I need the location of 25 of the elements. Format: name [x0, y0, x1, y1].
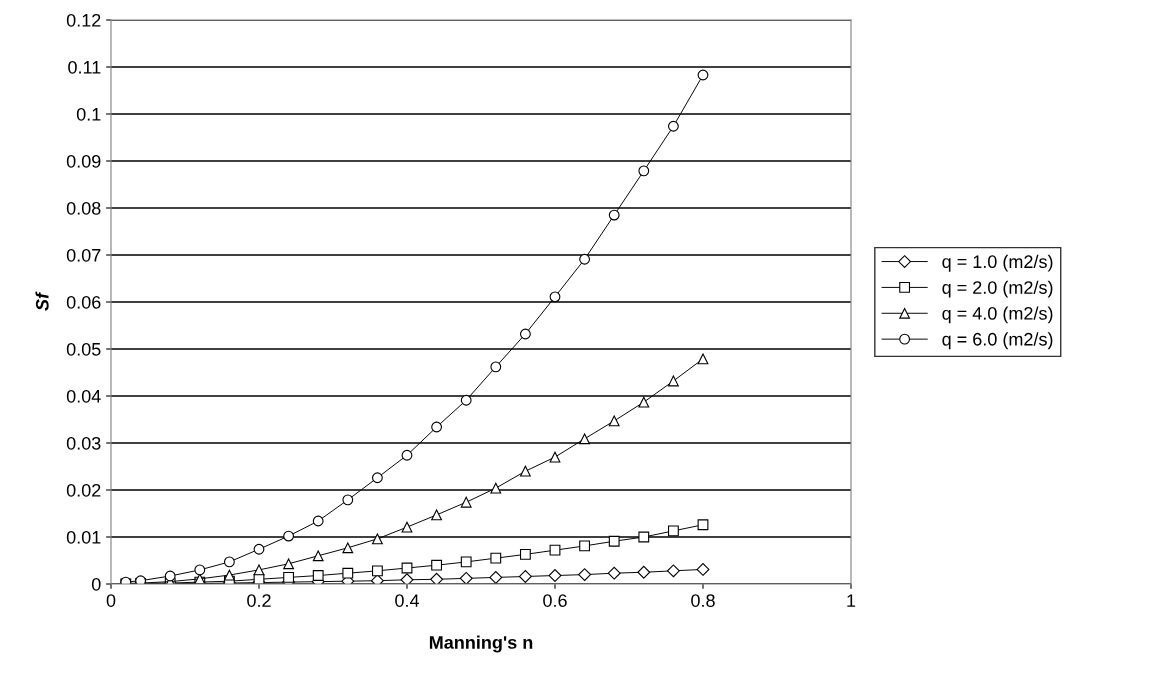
legend-label: q = 2.0 (m2/s) [942, 280, 1053, 298]
y-tick-label: 0.02 [66, 483, 101, 497]
y-tick-label: 0.01 [66, 530, 101, 544]
y-tick-label: 0 [91, 577, 101, 591]
x-axis-title: Manning's n [429, 635, 533, 653]
y-tick-label: 0.09 [66, 154, 101, 168]
x-tick-label: 0.8 [691, 594, 715, 607]
x-tick-label: 1 [847, 594, 856, 607]
y-axis-title: Sf [35, 291, 49, 311]
y-tick-label: 0.11 [68, 60, 101, 74]
legend-label: q = 4.0 (m2/s) [942, 306, 1053, 324]
y-tick-label: 0.1 [76, 107, 101, 121]
x-tick-label: 0.4 [395, 594, 420, 607]
y-tick-label: 0.04 [66, 389, 101, 403]
y-tick-label: 0.06 [66, 295, 101, 309]
y-tick-label: 0.07 [66, 248, 101, 262]
y-tick-label: 0.08 [66, 201, 101, 215]
x-tick-label: 0.2 [247, 594, 271, 607]
legend-label: q = 6.0 (m2/s) [942, 332, 1053, 350]
x-tick-label: 0 [106, 594, 116, 607]
y-tick-label: 0.03 [66, 436, 101, 450]
x-tick-label: 0.6 [543, 594, 567, 607]
y-tick-label: 0.12 [66, 13, 101, 27]
legend-label: q = 1.0 (m2/s) [942, 254, 1053, 272]
y-tick-label: 0.05 [66, 342, 101, 356]
